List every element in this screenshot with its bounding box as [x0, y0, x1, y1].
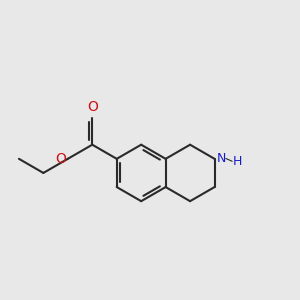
Text: N: N [216, 152, 226, 165]
Text: O: O [87, 100, 98, 114]
Text: O: O [55, 152, 66, 166]
Text: H: H [233, 155, 242, 168]
